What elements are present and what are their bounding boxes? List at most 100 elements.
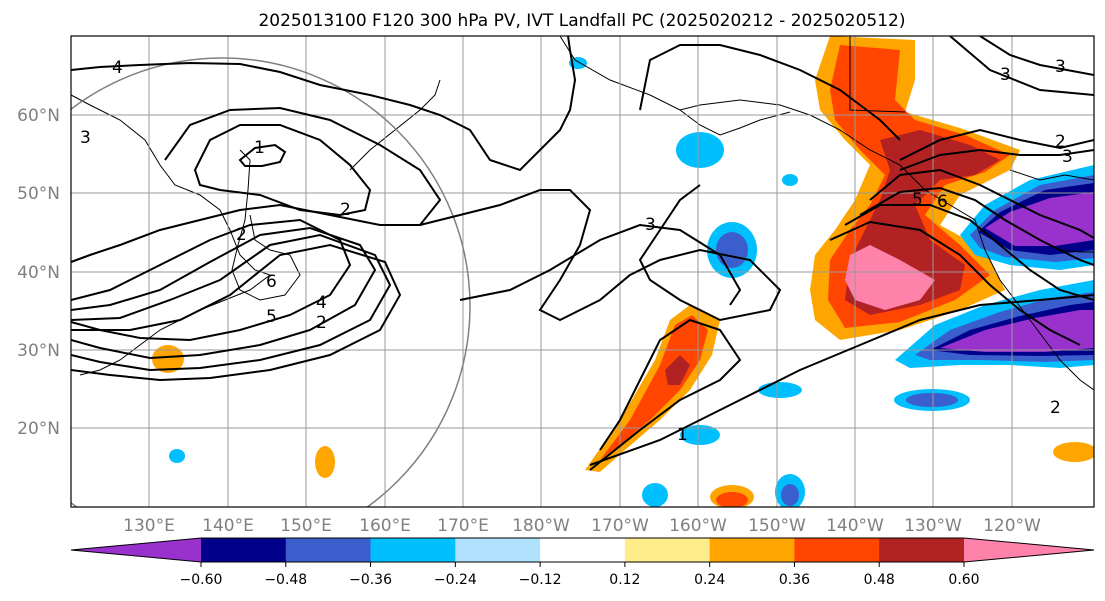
- lon-label-160e: 160°E: [359, 516, 411, 536]
- colorbar-segment: [709, 538, 795, 562]
- positive-blob-right: [1053, 442, 1094, 462]
- lat-label-20n: 20°N: [17, 419, 60, 439]
- contour-3-upper: [71, 106, 442, 263]
- colorbar-segment: [794, 538, 880, 562]
- lon-label-150e: 150°E: [280, 516, 332, 536]
- aleutians-coast: [679, 109, 791, 136]
- negative-blob-south-core: [906, 393, 958, 407]
- contour-4-mid: [71, 233, 392, 372]
- positive-tongue-core: [665, 355, 690, 385]
- contour-label: 3: [1000, 65, 1011, 85]
- contour-3-ne: [899, 148, 1094, 171]
- positive-anomaly-pink: [845, 245, 935, 310]
- contour-label: 4: [112, 58, 123, 78]
- colorbar-tick-label: 0.12: [609, 572, 640, 588]
- lon-label-140w: 140°W: [826, 516, 884, 536]
- lat-label-40n: 40°N: [17, 263, 60, 283]
- lon-label-140e: 140°E: [202, 516, 254, 536]
- highlight-circle: [71, 57, 471, 507]
- coastlines: [71, 36, 1094, 391]
- contour-label: 3: [80, 128, 91, 148]
- contour-2-south: [589, 294, 1094, 466]
- negative-blob-center: [758, 382, 802, 398]
- colorbar-tick-label: 0.36: [779, 572, 810, 588]
- kamchatka-coast: [349, 79, 441, 171]
- contour-label: 1: [254, 138, 265, 158]
- colorbar-segment: [285, 538, 372, 562]
- positive-blob-bottom-core: [716, 492, 748, 507]
- japan-coast: [231, 149, 301, 301]
- contour-1-tongue: [589, 318, 742, 471]
- us-border: [1059, 249, 1094, 253]
- contour-label: 5: [912, 190, 923, 210]
- lon-label-170w: 170°W: [591, 516, 649, 536]
- contour-6-ne: [859, 186, 1094, 266]
- lon-label-130e: 130°E: [123, 516, 175, 536]
- alaska-border: [849, 36, 906, 113]
- canada-border: [1009, 169, 1094, 181]
- contour-label: 5: [266, 307, 277, 327]
- contour-2-mid: [71, 243, 402, 382]
- colorbar-segment: [455, 538, 541, 562]
- negative-anomaly-sw-core: [940, 310, 1094, 352]
- colorbar-segment: [370, 538, 456, 562]
- negative-blob-hawaii: [680, 425, 720, 445]
- figure-title: 2025013100 F120 300 hPa PV, IVT Landfall…: [258, 11, 905, 31]
- negative-blob-alaska: [782, 174, 798, 186]
- colorbar-tick-labels: −0.60 −0.48 −0.36 −0.24 −0.12 0.12 0.24 0.36 0.4…: [180, 562, 980, 588]
- contour-label: 2: [316, 313, 327, 333]
- colorbar-tick-label: −0.36: [349, 572, 392, 588]
- negative-blob-bering: [676, 132, 724, 168]
- north-america-coast: [559, 36, 1094, 391]
- contour-2-top-right: [949, 36, 1094, 96]
- contour-3-center: [419, 184, 782, 322]
- contour-label: 3: [1062, 147, 1073, 167]
- colorbar-segment: [624, 538, 711, 562]
- contour-2-upper: [193, 124, 372, 217]
- negative-blob-bottom-core: [781, 484, 799, 506]
- positive-tongue-orangered: [600, 315, 708, 460]
- longitude-labels: 130°E 140°E 150°E 160°E 170°E 180°W 170°…: [123, 516, 1041, 536]
- latitude-labels: 20°N 30°N 40°N 50°N 60°N: [17, 106, 60, 439]
- contour-label: 3: [1055, 57, 1066, 77]
- contour-1: [238, 143, 287, 167]
- lon-label-130w: 130°W: [904, 516, 962, 536]
- contour-label: 2: [1050, 398, 1061, 418]
- contour-label-group: 4 1 2 3 2 6 5 4 2 3 5 6 2 3 1 2 3 3: [80, 57, 1073, 445]
- colorbar-tick-label: −0.48: [264, 572, 307, 588]
- contour-label: 6: [266, 272, 277, 292]
- contour-label: 3: [645, 215, 656, 235]
- lat-label-50n: 50°N: [17, 184, 60, 204]
- colorbar-tick-label: −0.12: [519, 572, 562, 588]
- contour-label: 2: [340, 200, 351, 220]
- contour-4-ne: [844, 204, 1094, 301]
- colorbar-tick-label: −0.60: [180, 572, 223, 588]
- contour-label: 6: [937, 192, 948, 212]
- contour-label: 4: [316, 293, 327, 313]
- colorbar-tick-label: −0.24: [434, 572, 477, 588]
- pv-contours: [71, 36, 1094, 471]
- contour-3-alaska: [639, 44, 901, 141]
- colorbar: [70, 537, 1095, 563]
- positive-blob-west-pacific: [315, 446, 335, 478]
- positive-blob-japan-south: [152, 345, 184, 373]
- contour-label: 2: [236, 225, 247, 245]
- lat-label-60n: 60°N: [17, 106, 60, 126]
- colorbar-segment: [964, 538, 1094, 562]
- contour-5-ne: [869, 168, 1094, 239]
- map-frame: [70, 35, 1095, 508]
- asia-coast: [71, 94, 272, 376]
- contour-6: [71, 218, 352, 342]
- colorbar-segment: [540, 538, 626, 562]
- contour-5: [71, 226, 377, 360]
- colorbar-segment: [879, 538, 965, 562]
- lon-label-180w: 180°W: [512, 516, 570, 536]
- lon-label-170e: 170°E: [437, 516, 489, 536]
- colorbar-tick-label: 0.24: [694, 572, 725, 588]
- contour-2-center: [459, 223, 742, 306]
- contour-label: 2: [1055, 132, 1066, 152]
- colorbar-segment: [71, 538, 201, 562]
- colorbar-tick-label: 0.60: [948, 572, 979, 588]
- contour-3-ne-outer: [829, 220, 1081, 346]
